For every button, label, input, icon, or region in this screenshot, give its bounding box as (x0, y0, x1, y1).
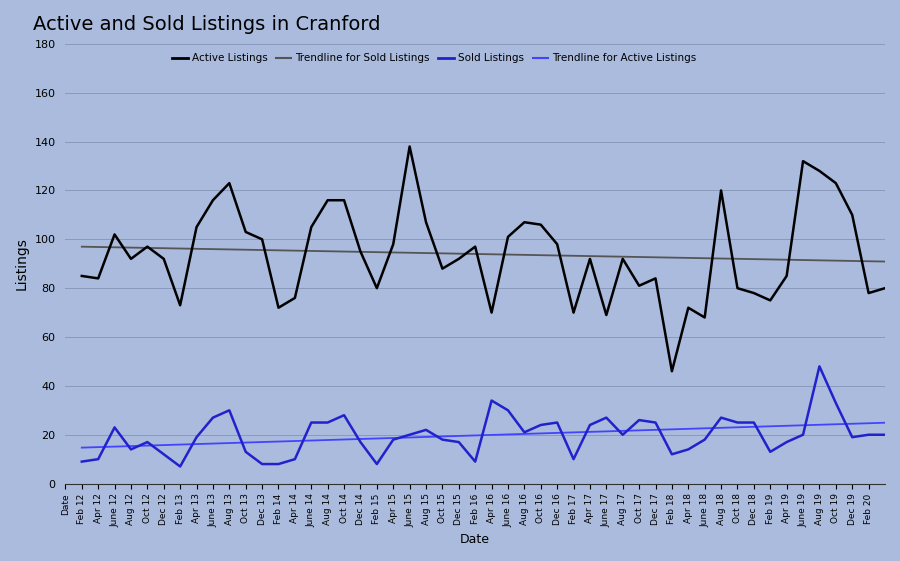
X-axis label: Date: Date (460, 533, 491, 546)
Legend: Active Listings, Trendline for Sold Listings, Sold Listings, Trendline for Activ: Active Listings, Trendline for Sold List… (167, 49, 701, 67)
Y-axis label: Listings: Listings (15, 237, 29, 290)
Text: Active and Sold Listings in Cranford: Active and Sold Listings in Cranford (32, 15, 380, 34)
